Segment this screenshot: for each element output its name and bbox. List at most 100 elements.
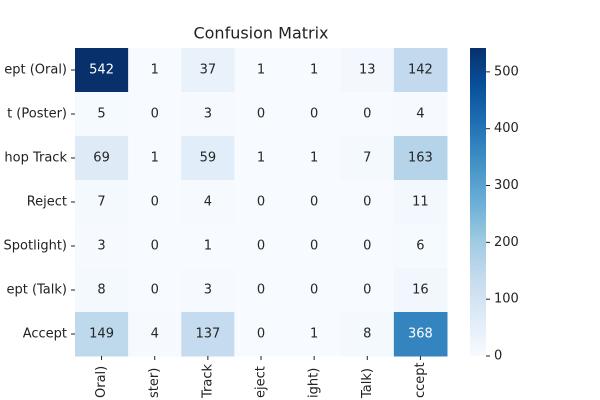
cell-label: 3 <box>204 107 212 122</box>
heatmap-cell <box>128 48 182 93</box>
cell-label: 59 <box>200 151 217 166</box>
heatmap-cell <box>181 268 235 313</box>
cell-label: 0 <box>363 195 371 210</box>
heatmap-cell <box>181 312 235 357</box>
heatmap-cell <box>340 268 395 313</box>
colorbar-tick-label: 0 <box>494 349 502 364</box>
heatmap-cell <box>128 92 182 137</box>
cell-label: 0 <box>363 239 371 254</box>
heatmap-cell <box>181 180 235 225</box>
cell-label: 0 <box>257 327 265 342</box>
cell-label: 5 <box>97 107 105 122</box>
heatmap-cell <box>340 180 395 225</box>
y-tick-label: Spotlight) <box>4 239 67 254</box>
cell-label: 137 <box>195 327 220 342</box>
cell-label: 0 <box>151 107 159 122</box>
y-tick-label: ept (Talk) <box>6 283 67 298</box>
chart-title: Confusion Matrix <box>193 24 328 43</box>
colorbar-tick-label: 100 <box>494 292 519 307</box>
heatmap-cell <box>287 92 342 137</box>
cell-label: 368 <box>408 327 433 342</box>
cell-label: 0 <box>151 195 159 210</box>
cell-label: 1 <box>151 63 159 78</box>
cell-label: 3 <box>97 239 105 254</box>
heatmap-cell <box>393 312 448 357</box>
heatmap-cell <box>287 180 342 225</box>
x-tick-label: Talk) <box>360 368 375 399</box>
cell-label: 6 <box>416 239 424 254</box>
cell-label: 1 <box>204 239 212 254</box>
cell-label: 1 <box>310 327 318 342</box>
heatmap-cell <box>340 312 395 357</box>
heatmap-cell <box>75 180 129 225</box>
colorbar-tick-label: 300 <box>494 178 519 193</box>
cell-label: 0 <box>257 283 265 298</box>
y-tick-label: t (Poster) <box>7 107 67 122</box>
heatmap-cell <box>340 92 395 137</box>
cell-label: 1 <box>310 151 318 166</box>
heatmap-cell <box>287 224 342 269</box>
cell-label: 1 <box>257 63 265 78</box>
heatmap-cell <box>287 312 342 357</box>
heatmap-cell <box>75 136 129 181</box>
cell-label: 0 <box>257 239 265 254</box>
heatmap-cell <box>181 92 235 137</box>
heatmap-cell <box>234 48 289 93</box>
cell-label: 11 <box>412 195 429 210</box>
heatmap-cell <box>234 136 289 181</box>
cell-label: 1 <box>310 63 318 78</box>
cell-label: 4 <box>204 195 212 210</box>
heatmap-cell <box>181 48 235 93</box>
cell-label: 13 <box>359 63 376 78</box>
heatmap-cell <box>234 180 289 225</box>
cell-label: 16 <box>412 283 429 298</box>
cell-label: 8 <box>97 283 105 298</box>
heatmap-cell <box>128 180 182 225</box>
y-tick-label: ept (Oral) <box>4 63 67 78</box>
x-tick-label: ccept <box>413 362 428 398</box>
x-tick-label: Track <box>200 364 215 399</box>
heatmap-cell <box>75 224 129 269</box>
y-tick-label: hop Track <box>4 151 67 166</box>
heatmap-cell <box>287 136 342 181</box>
colorbar <box>470 48 486 356</box>
cell-label: 0 <box>257 195 265 210</box>
heatmap-cell <box>393 92 448 137</box>
heatmap-cell <box>75 92 129 137</box>
cell-label: 0 <box>310 107 318 122</box>
cell-label: 0 <box>310 283 318 298</box>
heatmap-cell <box>287 268 342 313</box>
heatmap-cell <box>234 224 289 269</box>
heatmap-cell <box>128 136 182 181</box>
x-tick-label: eject <box>254 366 269 398</box>
heatmap-cell <box>181 136 235 181</box>
cell-label: 0 <box>257 107 265 122</box>
heatmap-cell <box>181 224 235 269</box>
heatmap-cell <box>393 48 448 93</box>
cell-label: 0 <box>363 107 371 122</box>
cell-label: 4 <box>416 107 424 122</box>
cell-label: 0 <box>151 283 159 298</box>
cell-label: 142 <box>408 63 433 78</box>
cell-label: 7 <box>97 195 105 210</box>
heatmap-cell <box>393 268 448 313</box>
heatmap-cell <box>234 312 289 357</box>
heatmap-cell <box>393 136 448 181</box>
cell-label: 149 <box>89 327 114 342</box>
cell-label: 163 <box>408 151 433 166</box>
heatmap-cell <box>340 136 395 181</box>
cell-label: 1 <box>151 151 159 166</box>
heatmap-cell <box>234 268 289 313</box>
cell-label: 542 <box>89 63 114 78</box>
cell-label: 0 <box>363 283 371 298</box>
heatmap-cell <box>234 92 289 137</box>
heatmap-cell <box>128 224 182 269</box>
cell-label: 8 <box>363 327 371 342</box>
cell-label: 0 <box>151 239 159 254</box>
cell-label: 0 <box>310 195 318 210</box>
colorbar-tick-label: 400 <box>494 121 519 136</box>
cell-label: 4 <box>151 327 159 342</box>
heatmap-cell <box>287 48 342 93</box>
heatmap-cell <box>75 312 129 357</box>
x-tick-label: Oral) <box>94 366 109 398</box>
